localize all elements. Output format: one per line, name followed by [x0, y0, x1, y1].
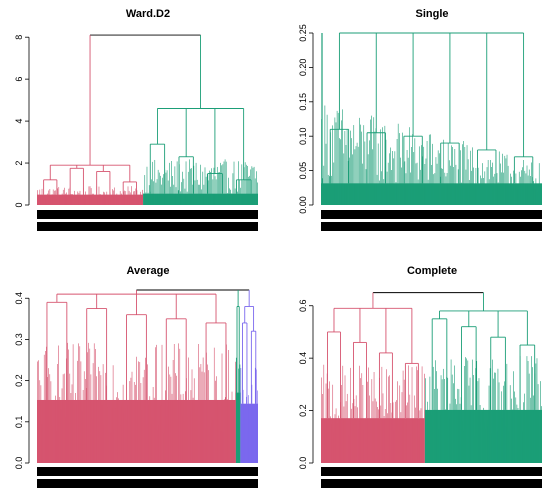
dendrogram-tree [37, 34, 258, 205]
y-tick-label: 0.4 [14, 292, 24, 305]
cluster-2 [143, 108, 258, 205]
y-tick-label: 0.4 [298, 352, 308, 365]
y-tick-label: 0.2 [14, 374, 24, 387]
y-axis: 0.0 0.2 0.4 0.6 [298, 299, 314, 470]
y-tick-label: 0 [14, 202, 24, 207]
panel-title: Average [126, 265, 169, 277]
panel-complete: Complete 0.0 0.2 0.4 0.6 [298, 265, 542, 488]
dendrogram-tree [321, 292, 542, 463]
y-tick-label: 4 [14, 119, 24, 124]
cluster-1 [37, 164, 144, 205]
leaf-label-band [321, 467, 542, 476]
dendrogram-tree [37, 289, 258, 463]
panel-title: Single [415, 8, 448, 20]
y-tick-label: 0.3 [14, 333, 24, 346]
panel-ward-d2: Ward.D2 0 2 4 6 8 [14, 8, 258, 231]
leaf-mass [235, 392, 241, 463]
leaf-label-band [321, 222, 542, 231]
leaf-labels [37, 210, 258, 231]
leaf-mass [240, 403, 258, 463]
panel-average: Average 0.0 0.1 0.2 0.3 0.4 [14, 265, 258, 488]
panel-single: Single 0.00 0.05 0.10 0.15 0.20 0.25 [298, 8, 542, 231]
cluster-1 [321, 307, 425, 463]
y-tick-label: 0.15 [298, 93, 308, 111]
leaf-label-band [37, 222, 258, 231]
leaf-label-band [37, 479, 258, 488]
y-tick-label: 0.05 [298, 162, 308, 180]
y-axis: 0 2 4 6 8 [14, 35, 30, 208]
y-tick-label: 0.0 [298, 457, 308, 470]
y-tick-label: 0.1 [14, 416, 24, 429]
y-tick-label: 6 [14, 77, 24, 82]
y-tick-label: 0.2 [298, 404, 308, 417]
y-tick-label: 0.00 [298, 196, 308, 214]
leaf-labels [321, 467, 542, 488]
leaf-labels [321, 210, 542, 231]
y-axis: 0.0 0.1 0.2 0.3 0.4 [14, 292, 30, 470]
y-tick-label: 0.20 [298, 59, 308, 77]
y-tick-label: 0.6 [298, 299, 308, 312]
leaf-label-band [37, 467, 258, 476]
y-tick-label: 8 [14, 35, 24, 40]
leaf-label-band [37, 210, 258, 219]
cluster-2 [235, 306, 241, 463]
panel-title: Complete [407, 265, 457, 277]
cluster-1 [37, 293, 236, 463]
leaf-labels [37, 467, 258, 488]
y-axis: 0.00 0.05 0.10 0.15 0.20 0.25 [298, 24, 314, 214]
panel-title: Ward.D2 [126, 8, 170, 20]
y-tick-label: 0.10 [298, 127, 308, 145]
cluster-3 [240, 306, 258, 463]
y-tick-label: 0.25 [298, 24, 308, 42]
cluster-1 [321, 32, 542, 205]
y-tick-label: 0.0 [14, 457, 24, 470]
dendrogram-tree [321, 32, 542, 205]
leaf-label-band [321, 210, 542, 219]
y-tick-label: 2 [14, 161, 24, 166]
cluster-2 [424, 310, 542, 463]
leaf-label-band [321, 479, 542, 488]
